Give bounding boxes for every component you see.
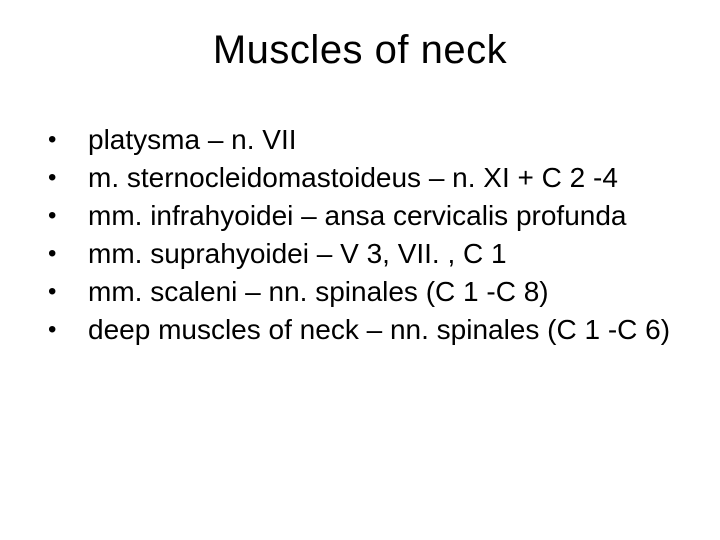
- list-item: • mm. suprahyoidei – V 3, VII. , C 1: [44, 235, 680, 273]
- list-item-text: mm. infrahyoidei – ansa cervicalis profu…: [88, 197, 680, 235]
- bullet-icon: •: [44, 121, 88, 159]
- list-item: • mm. scaleni – nn. spinales (C 1 -C 8): [44, 273, 680, 311]
- bullet-icon: •: [44, 311, 88, 349]
- list-item-text: mm. scaleni – nn. spinales (C 1 -C 8): [88, 273, 680, 311]
- bullet-icon: •: [44, 159, 88, 197]
- list-item-text: deep muscles of neck – nn. spinales (C 1…: [88, 311, 680, 349]
- bullet-list: • platysma – n. VII • m. sternocleidomas…: [0, 121, 720, 349]
- bullet-icon: •: [44, 235, 88, 273]
- list-item-text: platysma – n. VII: [88, 121, 680, 159]
- bullet-icon: •: [44, 273, 88, 311]
- list-item-text: m. sternocleidomastoideus – n. XI + C 2 …: [88, 159, 680, 197]
- slide: Muscles of neck • platysma – n. VII • m.…: [0, 0, 720, 540]
- list-item: • deep muscles of neck – nn. spinales (C…: [44, 311, 680, 349]
- slide-title: Muscles of neck: [0, 28, 720, 73]
- list-item: • m. sternocleidomastoideus – n. XI + C …: [44, 159, 680, 197]
- bullet-icon: •: [44, 197, 88, 235]
- list-item: • mm. infrahyoidei – ansa cervicalis pro…: [44, 197, 680, 235]
- list-item: • platysma – n. VII: [44, 121, 680, 159]
- list-item-text: mm. suprahyoidei – V 3, VII. , C 1: [88, 235, 680, 273]
